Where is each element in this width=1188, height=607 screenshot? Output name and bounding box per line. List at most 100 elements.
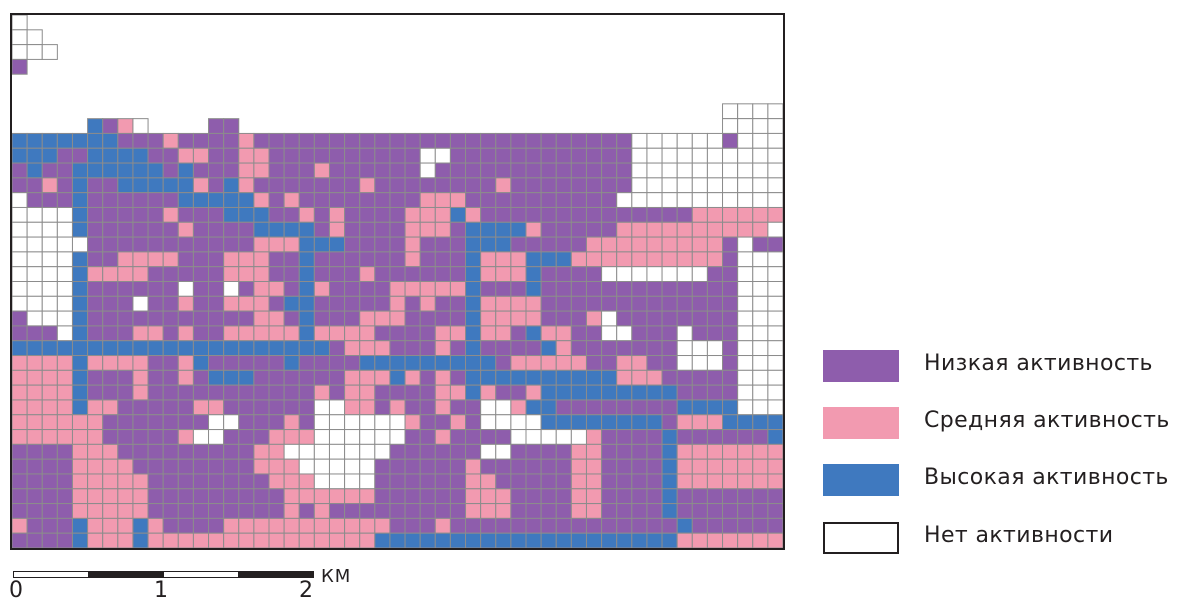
grid-cell-low bbox=[722, 132, 739, 149]
grid-cell-low bbox=[767, 517, 783, 534]
grid-cell-medium bbox=[449, 414, 467, 431]
grid-cell-high bbox=[26, 147, 43, 164]
grid-cell-low bbox=[404, 266, 421, 283]
grid-cell-low bbox=[147, 429, 164, 445]
grid-cell-medium bbox=[616, 236, 633, 253]
grid-cell-medium bbox=[510, 310, 527, 327]
grid-cell-low bbox=[434, 458, 451, 475]
grid-cell-none bbox=[298, 458, 315, 475]
grid-cell-none bbox=[767, 103, 783, 120]
grid-cell-low bbox=[147, 132, 164, 149]
grid-cell-low bbox=[631, 399, 648, 416]
legend-swatch-low bbox=[823, 350, 899, 382]
grid-cell-low bbox=[223, 399, 240, 416]
grid-cell-low bbox=[283, 266, 300, 283]
grid-cell-high bbox=[449, 355, 467, 371]
grid-cell-low bbox=[525, 443, 542, 460]
grid-cell-low bbox=[87, 281, 104, 297]
grid-cell-low bbox=[449, 162, 467, 179]
grid-cell-low bbox=[616, 147, 633, 164]
grid-cell-low bbox=[480, 206, 497, 223]
grid-cell-low bbox=[616, 488, 633, 505]
grid-cell-medium bbox=[117, 266, 134, 283]
grid-cell-medium bbox=[268, 281, 285, 297]
grid-cell-medium bbox=[374, 340, 391, 357]
grid-cell-low bbox=[419, 503, 436, 519]
grid-cell-low bbox=[495, 340, 512, 357]
grid-cell-low bbox=[661, 325, 678, 342]
grid-cell-low bbox=[283, 132, 300, 149]
grid-cell-low bbox=[344, 251, 361, 268]
grid-cell-low bbox=[419, 414, 436, 431]
grid-cell-none bbox=[676, 355, 693, 371]
grid-cell-low bbox=[313, 355, 330, 371]
grid-cell-none bbox=[661, 132, 678, 149]
grid-cell-medium bbox=[691, 458, 708, 475]
grid-cell-low bbox=[87, 206, 104, 223]
grid-cell-medium bbox=[419, 221, 436, 238]
grid-cell-none bbox=[676, 162, 693, 179]
grid-cell-low bbox=[132, 206, 149, 223]
grid-cell-low bbox=[752, 429, 769, 445]
grid-cell-low bbox=[268, 399, 285, 416]
grid-cell-high bbox=[223, 177, 240, 194]
grid-cell-low bbox=[525, 458, 542, 475]
grid-cell-low bbox=[192, 517, 210, 534]
grid-cell-low bbox=[585, 517, 603, 534]
grid-cell-high bbox=[102, 162, 119, 179]
grid-cell-medium bbox=[570, 443, 587, 460]
grid-cell-low bbox=[631, 206, 648, 223]
grid-cell-low bbox=[87, 192, 104, 208]
grid-cell-medium bbox=[752, 221, 769, 238]
grid-cell-medium bbox=[585, 251, 603, 268]
grid-cell-low bbox=[56, 458, 73, 475]
grid-cell-none bbox=[767, 281, 783, 297]
grid-cell-medium bbox=[706, 236, 724, 253]
grid-cell-high bbox=[208, 369, 225, 386]
grid-cell-low bbox=[646, 458, 663, 475]
grid-cell-none bbox=[752, 310, 769, 327]
grid-cell-medium bbox=[344, 532, 361, 548]
grid-cell-low bbox=[510, 473, 527, 490]
grid-cell-medium bbox=[102, 266, 119, 283]
grid-cell-medium bbox=[283, 458, 300, 475]
grid-cell-low bbox=[374, 399, 391, 416]
grid-cell-low bbox=[298, 369, 315, 386]
grid-cell-low bbox=[404, 132, 421, 149]
grid-cell-none bbox=[752, 177, 769, 194]
grid-cell-low bbox=[313, 132, 330, 149]
grid-cell-high bbox=[71, 355, 89, 371]
grid-cell-none bbox=[313, 443, 330, 460]
grid-cell-low bbox=[253, 414, 270, 431]
grid-cell-high bbox=[102, 132, 119, 149]
grid-cell-high bbox=[661, 429, 678, 445]
grid-cell-low bbox=[510, 488, 527, 505]
grid-cell-medium bbox=[313, 281, 330, 297]
grid-cell-medium bbox=[570, 488, 587, 505]
grid-cell-high bbox=[480, 355, 497, 371]
grid-cell-none bbox=[56, 266, 73, 283]
grid-cell-medium bbox=[480, 384, 497, 401]
grid-cell-low bbox=[465, 399, 482, 416]
grid-cell-none bbox=[706, 340, 724, 357]
map-frame bbox=[10, 13, 785, 550]
grid-cell-none bbox=[328, 414, 346, 431]
grid-cell-medium bbox=[147, 517, 164, 534]
grid-cell-low bbox=[540, 517, 557, 534]
grid-cell-low bbox=[706, 266, 724, 283]
grid-cell-low bbox=[132, 192, 149, 208]
grid-cell-none bbox=[752, 355, 769, 371]
grid-cell-low bbox=[449, 340, 467, 357]
grid-cell-medium bbox=[404, 206, 421, 223]
grid-cell-low bbox=[449, 473, 467, 490]
grid-cell-medium bbox=[268, 517, 285, 534]
grid-cell-medium bbox=[238, 162, 255, 179]
grid-cell-low bbox=[313, 266, 330, 283]
grid-cell-low bbox=[480, 458, 497, 475]
grid-cell-low bbox=[525, 162, 542, 179]
grid-cell-low bbox=[208, 281, 225, 297]
grid-cell-medium bbox=[313, 488, 330, 505]
grid-cell-low bbox=[449, 177, 467, 194]
grid-cell-low bbox=[283, 251, 300, 268]
grid-cell-medium bbox=[631, 251, 648, 268]
